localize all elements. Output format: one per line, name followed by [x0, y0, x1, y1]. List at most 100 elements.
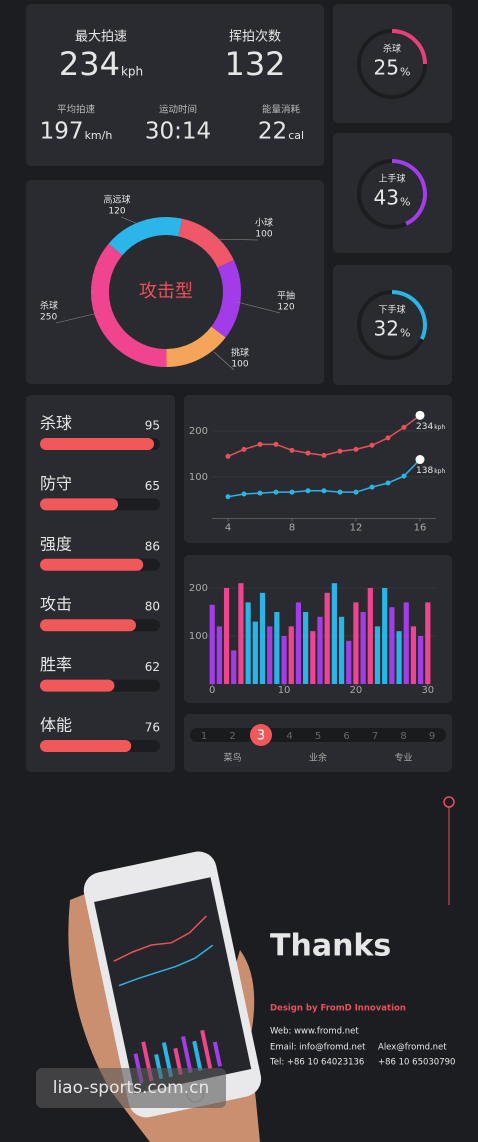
bar [238, 583, 244, 684]
bar [389, 607, 395, 684]
level-number: 6 [343, 731, 349, 742]
phone-screen [94, 877, 252, 1094]
point [353, 489, 359, 495]
end-unit: kph [434, 468, 445, 475]
screen-bar [181, 1036, 193, 1074]
skill-bar [40, 558, 144, 571]
x-tick-label: 30 [421, 685, 434, 696]
slice-label: 挑球 [231, 347, 249, 359]
bar [338, 616, 345, 684]
ring-arc [391, 159, 427, 226]
summary-panel [26, 4, 324, 166]
point [305, 488, 311, 494]
point [289, 447, 295, 453]
point [273, 489, 279, 495]
stat-value: 22 [258, 119, 287, 145]
point [369, 442, 375, 448]
bar [353, 602, 359, 684]
phone [83, 851, 262, 1118]
watermark: liao-sports.com.cn [53, 1078, 210, 1098]
slice-label: 平抽 [277, 290, 295, 302]
level-number: 8 [400, 731, 406, 742]
ring-label: 上手球 [378, 173, 405, 185]
y-tick-label: 100 [189, 472, 208, 483]
bar [324, 592, 330, 684]
contact-web: Web: www.fromd.net [270, 1027, 359, 1037]
bar [403, 602, 409, 684]
skill-value: 76 [145, 721, 160, 735]
end-unit: kph [434, 424, 445, 431]
slice-value: 120 [108, 207, 125, 217]
leader-line [236, 301, 281, 314]
slice-label: 杀球 [40, 300, 58, 312]
donut-slice [178, 218, 234, 269]
bar [317, 616, 323, 684]
point [321, 488, 327, 494]
stat-value: 30:14 [145, 119, 211, 145]
point [225, 453, 231, 459]
watermark-bg [36, 1068, 226, 1108]
stat-value: 43 [374, 186, 399, 210]
ring-label: 下手球 [378, 304, 405, 316]
level-number: 3 [257, 729, 265, 744]
point [241, 446, 247, 452]
end-label: 138 [416, 466, 433, 476]
scroll-indicator [443, 796, 455, 905]
point [385, 480, 391, 486]
point [337, 448, 343, 454]
skills-panel [26, 395, 175, 772]
level-label: 业余 [309, 752, 327, 764]
x-tick-label: 12 [350, 522, 363, 533]
bar [331, 583, 337, 684]
donut-slice [91, 243, 167, 367]
stat-value: 32 [374, 317, 399, 341]
point [321, 452, 327, 458]
x-tick-label: 4 [225, 522, 231, 533]
bar [418, 636, 424, 684]
donut-slice [166, 326, 226, 367]
x-tick-label: 16 [414, 522, 427, 533]
bar [374, 626, 381, 684]
slice-value: 120 [277, 303, 294, 313]
y-tick-label: 200 [189, 426, 208, 437]
leader-line [209, 238, 259, 241]
screen-line [113, 915, 207, 962]
bar [259, 592, 266, 684]
point [225, 494, 231, 500]
thanks-title: Thanks [270, 929, 391, 964]
skill-value: 80 [145, 600, 160, 614]
level-label: 专业 [394, 752, 412, 764]
screen-bar [200, 1029, 213, 1069]
level-selected [250, 724, 272, 746]
bar [223, 588, 230, 684]
x-tick-label: 10 [278, 685, 291, 696]
leader-line [55, 312, 99, 324]
donut-slice [211, 260, 241, 338]
bar [274, 612, 280, 684]
point [353, 446, 359, 452]
stat-value: 132 [224, 45, 285, 83]
point [273, 441, 279, 447]
end-label: 234 [416, 422, 433, 432]
skill-value: 62 [145, 660, 160, 674]
stat-value: 234 [59, 45, 120, 83]
bar [346, 640, 352, 684]
bar [267, 626, 273, 684]
x-tick-label: 20 [350, 685, 363, 696]
donut-panel [26, 180, 324, 384]
stat-label: 最大拍速 [75, 30, 127, 45]
contact-tel: +86 10 65030790 [378, 1058, 455, 1068]
bar [231, 650, 237, 684]
ring-arc [391, 290, 427, 340]
level-number: 2 [229, 731, 235, 742]
stat-unit: % [400, 66, 410, 79]
bar [360, 612, 366, 684]
point [337, 489, 343, 495]
skill-label: 防守 [40, 474, 72, 493]
skill-label: 体能 [40, 716, 72, 735]
skill-value: 65 [145, 479, 160, 493]
leader-line [213, 351, 235, 371]
level-number: 7 [372, 731, 378, 742]
